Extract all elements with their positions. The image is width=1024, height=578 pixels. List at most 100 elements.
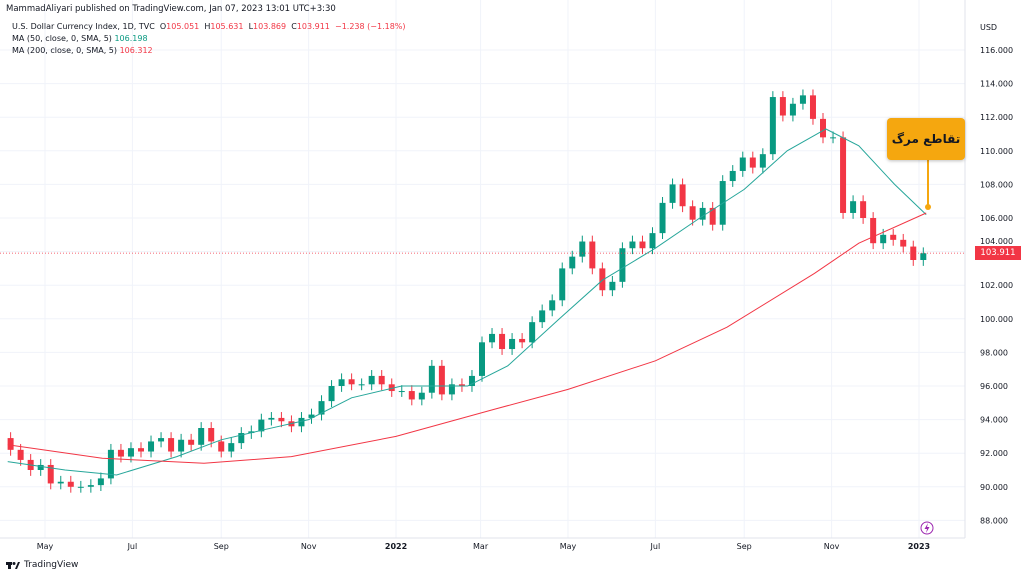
candle-body	[820, 118, 827, 138]
candle-body	[308, 414, 315, 418]
open-label: O	[159, 22, 167, 31]
candle-body	[168, 438, 175, 452]
candle-body	[779, 97, 786, 116]
candle-body	[188, 439, 195, 445]
candle-body	[809, 95, 816, 119]
candle-body	[218, 441, 225, 452]
candle-body	[519, 338, 526, 343]
candle-body	[589, 241, 596, 269]
x-tick-label: Nov	[301, 542, 317, 551]
candle-body	[709, 207, 716, 225]
candle-body	[629, 241, 636, 249]
candle-body	[749, 157, 756, 168]
tradingview-logo-icon	[6, 561, 20, 569]
y-tick-label: 108.000	[980, 180, 1013, 189]
candle-body	[850, 201, 857, 213]
publisher-line: MammadAliyari published on TradingView.c…	[6, 4, 336, 14]
legend-ma50[interactable]: MA (50, close, 0, SMA, 5) 106.198	[12, 33, 148, 44]
y-tick-label: 92.000	[980, 449, 1008, 458]
ma200-value: 106.312	[119, 46, 153, 55]
x-tick-label: Jul	[650, 542, 661, 551]
candle-body	[549, 300, 556, 311]
legend-ma200[interactable]: MA (200, close, 0, SMA, 5) 106.312	[12, 45, 153, 56]
candle-body	[238, 433, 245, 444]
candle-body	[468, 375, 475, 386]
candle-body	[759, 154, 766, 168]
candle-body	[338, 379, 345, 386]
death-cross-callout: تقاطع مرگ	[887, 118, 965, 160]
x-tick-label: May	[37, 542, 54, 551]
candle-body	[920, 253, 927, 260]
candle-body	[860, 201, 867, 218]
candle-body	[178, 439, 185, 452]
legend-main: U.S. Dollar Currency Index, 1D, TVC O105…	[12, 21, 406, 32]
y-tick-label: 88.000	[980, 516, 1008, 525]
candle-body	[47, 464, 54, 484]
ma50-line	[7, 128, 927, 476]
callout-anchor-dot	[925, 204, 931, 210]
x-tick-label: May	[560, 542, 577, 551]
y-tick-label: 94.000	[980, 416, 1008, 425]
candle-body	[368, 375, 375, 385]
candle-body	[458, 384, 465, 386]
low-label: L	[248, 22, 254, 31]
candle-body	[639, 241, 646, 249]
close-value: 103.911	[296, 22, 330, 31]
candle-body	[910, 246, 917, 260]
candle-body	[248, 431, 255, 434]
close-label: C	[291, 22, 297, 31]
candle-body	[67, 481, 74, 487]
lightning-icon	[920, 521, 934, 535]
candle-body	[97, 478, 104, 486]
candle-body	[37, 464, 44, 470]
x-tick-label: Sep	[737, 542, 752, 551]
candle-body	[489, 333, 496, 343]
change-value: −1.238 (−1.18%)	[335, 22, 406, 31]
candle-body	[198, 428, 205, 445]
candle-body	[7, 438, 14, 450]
candle-body	[228, 443, 235, 452]
candle-body	[117, 449, 124, 457]
x-tick-label: Mar	[473, 542, 489, 551]
candle-body	[268, 417, 275, 420]
candle-body	[87, 485, 94, 487]
candle-body	[739, 157, 746, 171]
candle-body	[900, 239, 907, 247]
y-tick-label: 96.000	[980, 382, 1008, 391]
candle-body	[258, 419, 265, 432]
candle-body	[799, 95, 806, 104]
candle-body	[127, 448, 134, 457]
candle-body	[57, 481, 64, 484]
last-price-label: 103.911	[975, 246, 1021, 261]
x-tick-label: 2022	[385, 542, 407, 551]
ma200-label: MA (200, close, 0, SMA, 5)	[12, 46, 118, 55]
candle-body	[137, 448, 144, 452]
low-value: 103.869	[253, 22, 287, 31]
candle-body	[649, 233, 656, 249]
y-tick-label: 116.000	[980, 46, 1013, 55]
candle-body	[699, 207, 706, 220]
candle-body	[428, 365, 435, 393]
x-tick-label: Sep	[214, 542, 229, 551]
ma50-value: 106.198	[114, 34, 148, 43]
brand-label: TradingView	[24, 560, 79, 570]
candle-body	[479, 342, 485, 376]
candle-body	[659, 202, 666, 234]
candle-body	[388, 384, 395, 392]
candle-body	[77, 486, 84, 488]
candle-body	[619, 248, 626, 282]
candle-body	[870, 218, 877, 244]
currency-label: USD	[980, 23, 997, 32]
candle-body	[358, 384, 365, 386]
y-tick-label: 110.000	[980, 147, 1013, 156]
candle-body	[880, 234, 887, 244]
candle-body	[529, 322, 536, 343]
candle-body	[559, 268, 566, 301]
high-label: H	[204, 22, 211, 31]
candle-body	[509, 338, 516, 350]
candle-body	[318, 401, 325, 415]
candle-body	[579, 241, 586, 257]
y-tick-label: 106.000	[980, 214, 1013, 223]
candle-body	[539, 310, 546, 323]
